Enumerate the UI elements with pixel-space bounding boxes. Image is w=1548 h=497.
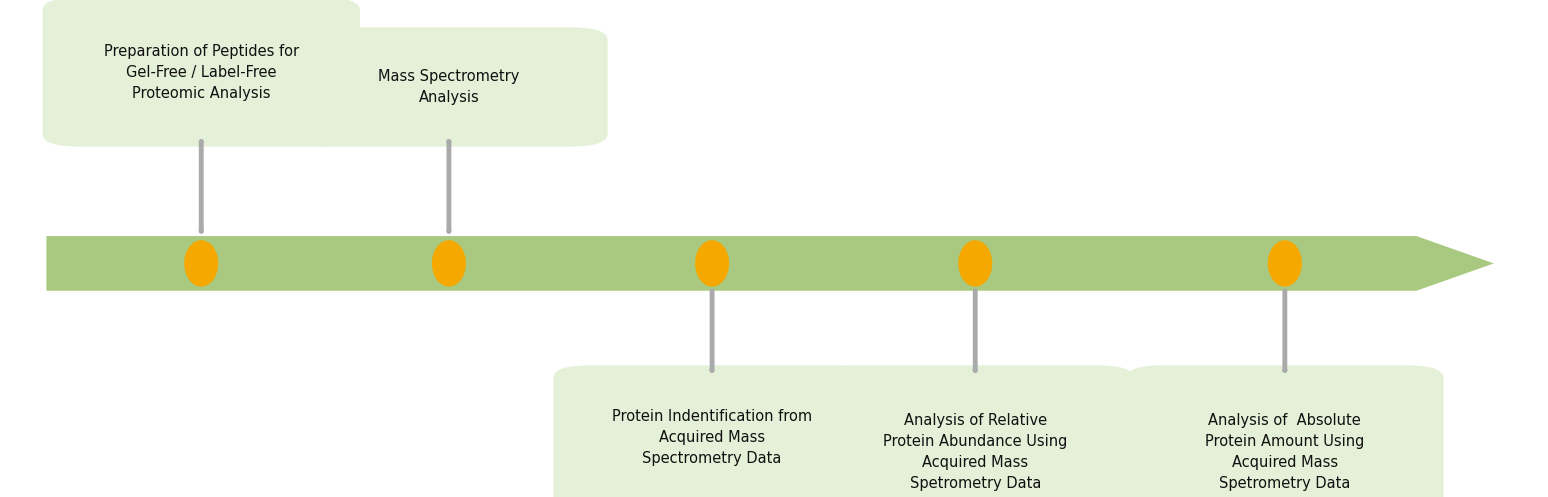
- Polygon shape: [46, 236, 1494, 291]
- Text: Preparation of Peptides for
Gel-Free / Label-Free
Proteomic Analysis: Preparation of Peptides for Gel-Free / L…: [104, 44, 299, 100]
- Ellipse shape: [695, 240, 729, 287]
- Ellipse shape: [958, 240, 992, 287]
- Text: Mass Spectrometry
Analysis: Mass Spectrometry Analysis: [378, 69, 520, 105]
- FancyBboxPatch shape: [43, 0, 359, 147]
- Text: Analysis of Relative
Protein Abundance Using
Acquired Mass
Spetrometry Data: Analysis of Relative Protein Abundance U…: [882, 414, 1068, 491]
- FancyBboxPatch shape: [554, 365, 870, 497]
- Text: Analysis of  Absolute
Protein Amount Using
Acquired Mass
Spetrometry Data: Analysis of Absolute Protein Amount Usin…: [1206, 414, 1364, 491]
- Ellipse shape: [184, 240, 218, 287]
- FancyBboxPatch shape: [1125, 365, 1443, 497]
- Text: Protein Indentification from
Acquired Mass
Spectrometry Data: Protein Indentification from Acquired Ma…: [611, 409, 813, 466]
- FancyBboxPatch shape: [817, 365, 1133, 497]
- FancyBboxPatch shape: [289, 27, 607, 147]
- Ellipse shape: [432, 240, 466, 287]
- Ellipse shape: [1268, 240, 1302, 287]
